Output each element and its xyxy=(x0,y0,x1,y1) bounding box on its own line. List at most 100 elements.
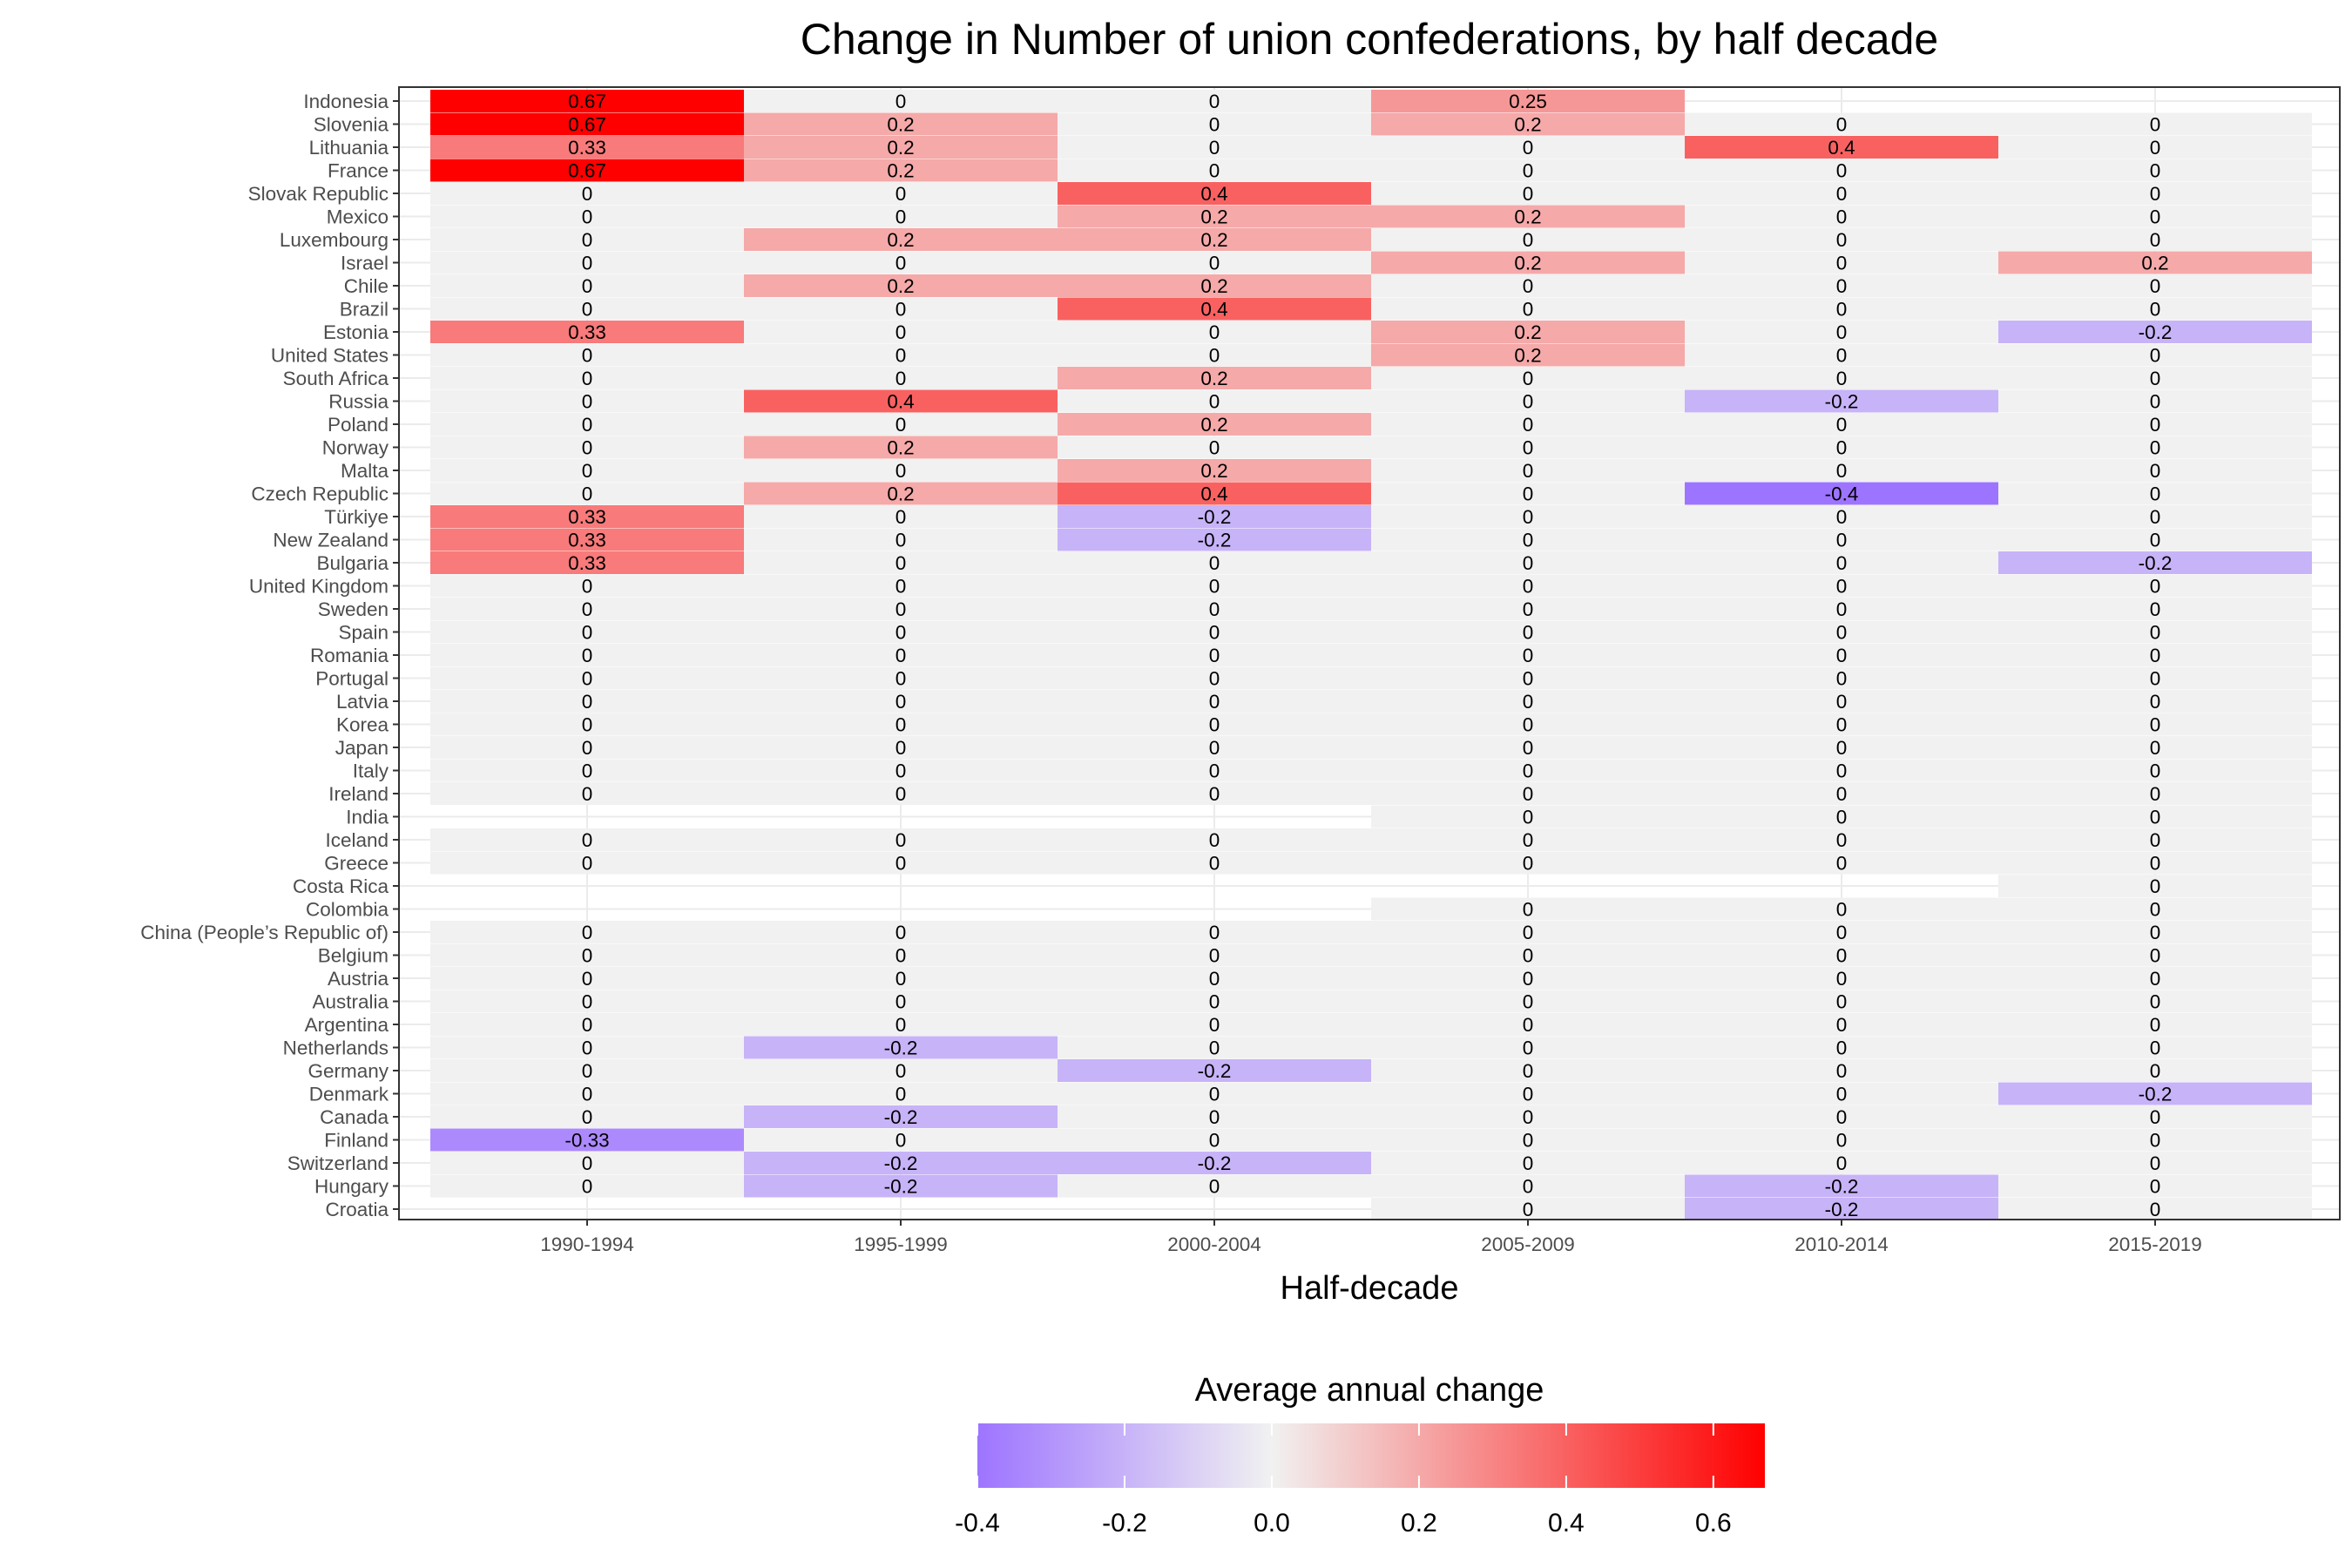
heatmap-cell xyxy=(744,551,1058,574)
heatmap-cell xyxy=(744,736,1058,759)
cell-value-label: 0 xyxy=(1836,183,1848,205)
cell-value-label: 0 xyxy=(1209,783,1220,805)
cell-value-label: 0 xyxy=(2150,506,2161,528)
heatmap-cell xyxy=(1685,1013,1998,1036)
heatmap-cell xyxy=(1685,159,1998,182)
y-tick-label: Finland xyxy=(324,1130,389,1152)
cell-value-label: 0 xyxy=(2150,922,2161,943)
y-tick-label: Israel xyxy=(341,253,389,274)
heatmap-cell xyxy=(1685,321,1998,343)
cell-value-label: 0 xyxy=(582,922,593,943)
heatmap-cell xyxy=(1685,620,1998,644)
cell-value-label: 0 xyxy=(1523,275,1534,297)
heatmap-cell xyxy=(744,505,1058,528)
heatmap-cell xyxy=(744,367,1058,389)
heatmap-cell xyxy=(430,666,744,690)
heatmap-cell xyxy=(430,90,744,112)
heatmap-cell xyxy=(1685,205,1998,228)
cell-value-label: 0 xyxy=(896,829,907,851)
cell-value-label: 0 xyxy=(1523,807,1534,828)
heatmap-cell xyxy=(744,1059,1058,1082)
x-tick-label: 2010-2014 xyxy=(1794,1233,1889,1255)
cell-value-label: 0 xyxy=(582,991,593,1013)
cell-value-label: -0.2 xyxy=(1198,1060,1232,1082)
heatmap-cell xyxy=(1998,136,2312,159)
cell-value-label: 0 xyxy=(1523,368,1534,389)
heatmap-cell xyxy=(744,1036,1058,1059)
cell-value-label: 0 xyxy=(582,414,593,436)
heatmap-cell xyxy=(744,321,1058,343)
heatmap-cell xyxy=(1371,205,1685,228)
heatmap-cell xyxy=(1058,551,1371,574)
heatmap-cell xyxy=(744,851,1058,875)
cell-value-label: 0 xyxy=(1523,1037,1534,1059)
cell-value-label: 0 xyxy=(896,922,907,943)
cell-value-label: 0 xyxy=(2150,345,2161,367)
chart-title: Change in Number of union confederations… xyxy=(801,15,1938,64)
cell-value-label: 0 xyxy=(2150,275,2161,297)
heatmap-cell xyxy=(430,1013,744,1036)
y-tick-label: Ireland xyxy=(328,783,389,805)
cell-value-label: 0 xyxy=(1523,945,1534,967)
cell-value-label: 0 xyxy=(1209,853,1220,875)
heatmap-cell xyxy=(1998,436,2312,459)
cell-value-label: 0 xyxy=(1836,345,1848,367)
legend-colorbar xyxy=(977,1423,1765,1488)
heatmap-cell xyxy=(1058,574,1371,598)
heatmap-cell xyxy=(744,413,1058,436)
heatmap-cell xyxy=(1371,413,1685,436)
y-tick-label: Slovenia xyxy=(314,114,389,136)
heatmap-cell xyxy=(430,620,744,644)
cell-value-label: 0 xyxy=(896,1014,907,1036)
heatmap-cell xyxy=(744,251,1058,274)
heatmap-cell xyxy=(1058,1013,1371,1036)
heatmap-cell xyxy=(1685,343,1998,367)
cell-value-label: 0 xyxy=(896,91,907,112)
heatmap-cell xyxy=(1998,897,2312,921)
heatmap-cell xyxy=(1685,274,1998,297)
cell-value-label: 0.2 xyxy=(1514,206,1541,228)
y-tick-label: Estonia xyxy=(323,321,389,343)
y-tick-label: Netherlands xyxy=(283,1037,389,1059)
cell-value-label: 0 xyxy=(1836,853,1848,875)
cell-value-label: 0 xyxy=(1836,598,1848,620)
heatmap-cell xyxy=(1685,644,1998,666)
cell-value-label: 0 xyxy=(896,206,907,228)
x-tick-label: 1990-1994 xyxy=(540,1233,634,1255)
heatmap-cell xyxy=(430,205,744,228)
heatmap-cell xyxy=(1998,620,2312,644)
cell-value-label: 0 xyxy=(1523,1176,1534,1198)
heatmap-cell xyxy=(744,389,1058,413)
cell-value-label: 0.67 xyxy=(568,91,606,112)
heatmap-cell xyxy=(1058,1082,1371,1105)
cell-value-label: 0 xyxy=(1836,668,1848,690)
heatmap-cell xyxy=(1685,459,1998,482)
heatmap-cell xyxy=(430,690,744,713)
heatmap-cell xyxy=(1058,598,1371,620)
cell-value-label: 0 xyxy=(1836,829,1848,851)
cell-value-label: -0.2 xyxy=(2139,552,2173,574)
cell-value-label: 0 xyxy=(1209,645,1220,666)
y-tick-label: Italy xyxy=(353,760,389,782)
heatmap-cell xyxy=(1058,736,1371,759)
heatmap-cell xyxy=(1685,690,1998,713)
cell-value-label: 0 xyxy=(896,714,907,736)
heatmap-cell xyxy=(1998,828,2312,851)
cell-value-label: 0 xyxy=(2150,1037,2161,1059)
cell-value-label: 0 xyxy=(1836,691,1848,713)
heatmap-cell xyxy=(1371,851,1685,875)
cell-value-label: -0.2 xyxy=(884,1176,918,1198)
cell-value-label: 0 xyxy=(582,1084,593,1105)
heatmap-cell xyxy=(1998,1105,2312,1128)
heatmap-cell xyxy=(1998,528,2312,551)
cell-value-label: 0.2 xyxy=(1200,229,1227,251)
heatmap-cell xyxy=(1685,228,1998,251)
heatmap-cell xyxy=(1371,1059,1685,1082)
heatmap-cell xyxy=(1371,897,1685,921)
cell-value-label: 0 xyxy=(582,668,593,690)
heatmap-cell xyxy=(744,1174,1058,1198)
cell-value-label: 0 xyxy=(1836,1106,1848,1128)
cell-value-label: -0.33 xyxy=(564,1130,609,1152)
cell-value-label: 0 xyxy=(1209,737,1220,759)
cell-value-label: 0 xyxy=(1209,160,1220,182)
